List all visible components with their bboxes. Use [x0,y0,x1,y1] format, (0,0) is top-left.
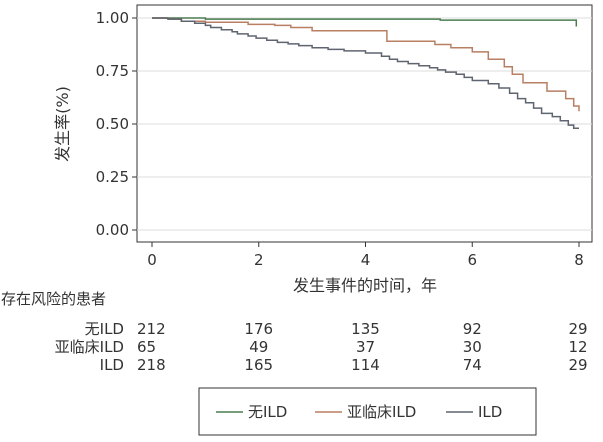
risk-table-title: 存在风险的患者 [1,290,106,308]
risk-count: 176 [244,320,273,338]
y-tick-label: 0.25 [96,168,129,186]
risk-row-label: 无ILD [85,320,124,338]
x-tick-label: 2 [254,251,264,269]
legend: 无ILD 亚临床ILD ILD [216,403,502,421]
y-axis-title: 发生率(%) [53,86,72,162]
risk-row-label: 亚临床ILD [55,338,124,356]
legend-label: ILD [478,403,502,421]
series-line-ild [152,17,579,129]
x-tick-label: 4 [361,251,371,269]
curve-layer [152,17,580,129]
x-tick-label: 0 [147,251,157,269]
legend-label: 无ILD [248,403,287,421]
series-line-no-ild [152,17,578,27]
series-line-subclinical-ild [152,17,580,112]
risk-count: 218 [137,356,166,374]
risk-count: 12 [568,338,587,356]
risk-count: 30 [463,338,482,356]
risk-count: 135 [351,320,380,338]
y-tick-label: 0.75 [96,62,129,80]
risk-count: 212 [137,320,166,338]
x-tick-label: 8 [574,251,584,269]
y-tick-label: 1.00 [96,9,129,27]
x-axis-title: 发生事件的时间，年 [293,276,437,295]
risk-count: 114 [351,356,380,374]
legend-label: 亚临床ILD [347,403,416,421]
risk-count: 49 [249,338,268,356]
x-tick-label: 6 [467,251,477,269]
grid-layer [137,17,592,231]
risk-row-label: ILD [100,356,124,374]
risk-count: 74 [463,356,482,374]
y-tick-label: 0.50 [96,115,129,133]
legend-box [198,387,537,436]
risk-count: 92 [463,320,482,338]
y-tick-label: 0.00 [96,221,129,239]
risk-count: 29 [568,320,587,338]
risk-table: 无ILD 212 176 135 92 29 亚临床ILD 65 49 37 30 12 ILD 218 1… [55,320,588,374]
risk-count: 37 [356,338,375,356]
risk-count: 65 [137,338,156,356]
risk-count: 29 [568,356,587,374]
risk-count: 165 [244,356,273,374]
axis-layer: 0.00 0.25 0.50 0.75 1.00 0 2 4 6 8 [96,9,584,269]
